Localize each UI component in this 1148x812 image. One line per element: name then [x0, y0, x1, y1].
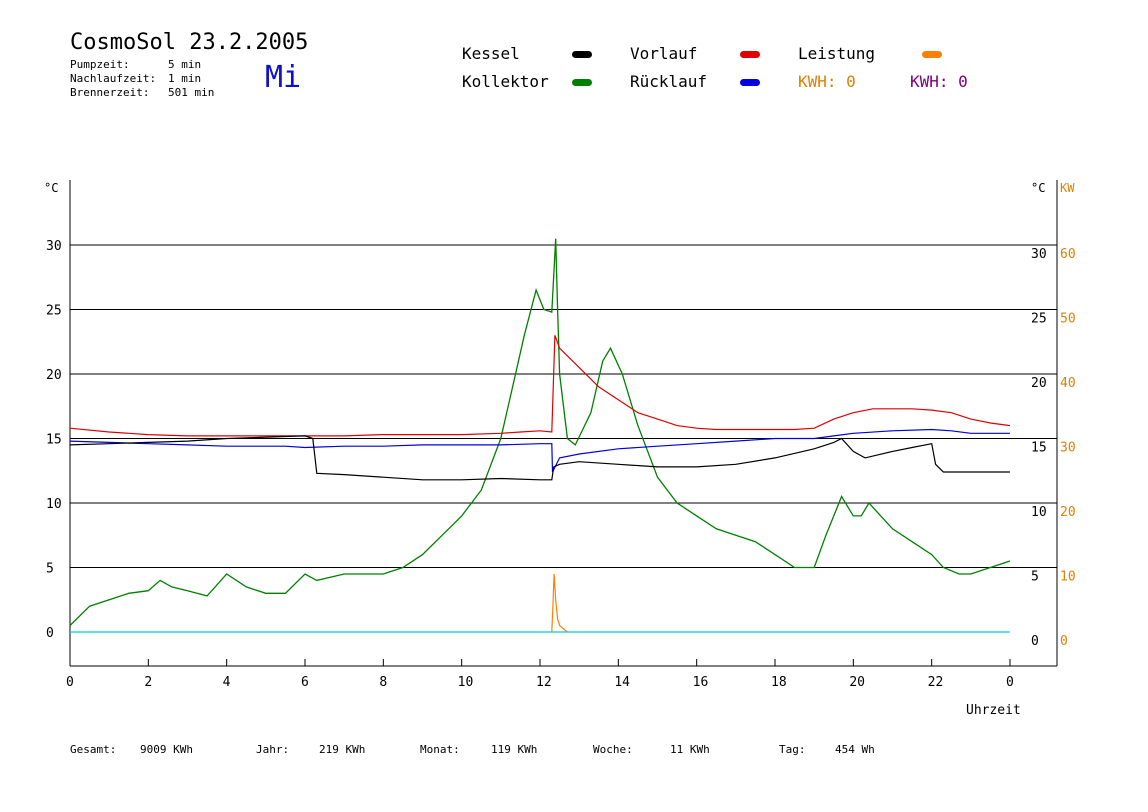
y2-tick-label: 40: [1060, 376, 1076, 391]
weekday-label: Mi: [265, 60, 302, 95]
legend-label-kollektor: Kollektor: [462, 72, 549, 91]
legend-swatch-ruecklauf: [740, 79, 760, 86]
y-tick-label-left: 0: [46, 626, 54, 641]
y-tick-label-left: 25: [46, 304, 62, 319]
stat-value-nachlaufzeit: 1 min: [168, 72, 202, 85]
x-tick-label: 0: [66, 675, 74, 690]
y2-axis-unit: KW: [1060, 181, 1075, 195]
legend-label-leistung: Leistung: [798, 44, 876, 63]
y-axis-unit-left: °C: [44, 181, 58, 195]
x-tick-label: 12: [536, 675, 552, 690]
footer-label-jahr: Jahr:: [256, 743, 290, 756]
y-tick-label-left: 15: [46, 433, 62, 448]
x-tick-label: 18: [771, 675, 787, 690]
x-tick-label: 20: [849, 675, 865, 690]
y2-tick-label: 30: [1060, 441, 1076, 456]
y-tick-label-left: 30: [46, 239, 62, 254]
stat-value-brennerzeit: 501 min: [168, 86, 215, 99]
footer-label-woche: Woche:: [593, 743, 633, 756]
stat-value-pumpzeit: 5 min: [168, 58, 202, 71]
y-tick-label-right: 5: [1031, 570, 1039, 585]
chart-title: CosmoSol 23.2.2005: [70, 30, 309, 55]
x-tick-label: 14: [614, 675, 630, 690]
y-tick-label-right: 20: [1031, 376, 1047, 391]
series-line-kessel: [69, 435, 1010, 481]
y-tick-label-left: 10: [46, 497, 62, 512]
legend-label-kessel: Kessel: [462, 44, 520, 63]
y2-tick-label: 20: [1060, 505, 1076, 520]
x-tick-label: 0: [1006, 675, 1014, 690]
x-axis-label: Uhrzeit: [966, 703, 1021, 718]
kwh-label-orange: KWH: 0: [798, 72, 856, 91]
legend-label-ruecklauf: Rücklauf: [630, 72, 708, 91]
x-tick-label: 22: [928, 675, 944, 690]
y2-tick-label: 10: [1060, 570, 1076, 585]
x-tick-label: 16: [693, 675, 709, 690]
legend-swatch-leistung: [922, 51, 942, 58]
kwh-label-purple: KWH: 0: [910, 72, 968, 91]
y2-tick-label: 50: [1060, 312, 1076, 327]
legend-swatch-vorlauf: [740, 51, 760, 58]
y-tick-label-left: 5: [46, 562, 54, 577]
y-tick-label-right: 25: [1031, 312, 1047, 327]
y-tick-label-right: 15: [1031, 441, 1047, 456]
footer-value-woche: 11 KWh: [670, 743, 710, 756]
stat-label-pumpzeit: Pumpzeit:: [70, 58, 130, 71]
series-line-leistung: [551, 573, 568, 633]
y-tick-label-right: 0: [1031, 634, 1039, 649]
y-axis-unit-right: °C: [1031, 181, 1045, 195]
x-tick-label: 8: [379, 675, 387, 690]
legend-swatch-kessel: [572, 51, 592, 58]
y-tick-label-left: 20: [46, 368, 62, 383]
footer-value-monat: 119 KWh: [491, 743, 538, 756]
stat-label-brennerzeit: Brennerzeit:: [70, 86, 150, 99]
grid-layer: [70, 244, 1057, 568]
series-line-vorlauf: [69, 335, 1011, 437]
footer-label-gesamt: Gesamt:: [70, 743, 117, 756]
series-layer: [69, 238, 1011, 633]
legend-label-vorlauf: Vorlauf: [630, 44, 698, 63]
stat-label-nachlaufzeit: Nachlaufzeit:: [70, 72, 157, 85]
footer-label-monat: Monat:: [420, 743, 460, 756]
series-line-kollektor: [69, 238, 1011, 626]
y2-tick-label: 0: [1060, 634, 1068, 649]
y2-tick-label: 60: [1060, 247, 1076, 262]
x-tick-label: 6: [301, 675, 309, 690]
footer-value-jahr: 219 KWh: [319, 743, 366, 756]
x-tick-label: 2: [144, 675, 152, 690]
footer-label-tag: Tag:: [779, 743, 806, 756]
y-tick-label-right: 10: [1031, 505, 1047, 520]
y-tick-label-right: 30: [1031, 247, 1047, 262]
legend-swatch-kollektor: [572, 79, 592, 86]
x-tick-label: 10: [458, 675, 474, 690]
x-tick-label: 4: [223, 675, 231, 690]
footer-value-tag: 454 Wh: [835, 743, 875, 756]
footer-value-gesamt: 9009 KWh: [140, 743, 193, 756]
